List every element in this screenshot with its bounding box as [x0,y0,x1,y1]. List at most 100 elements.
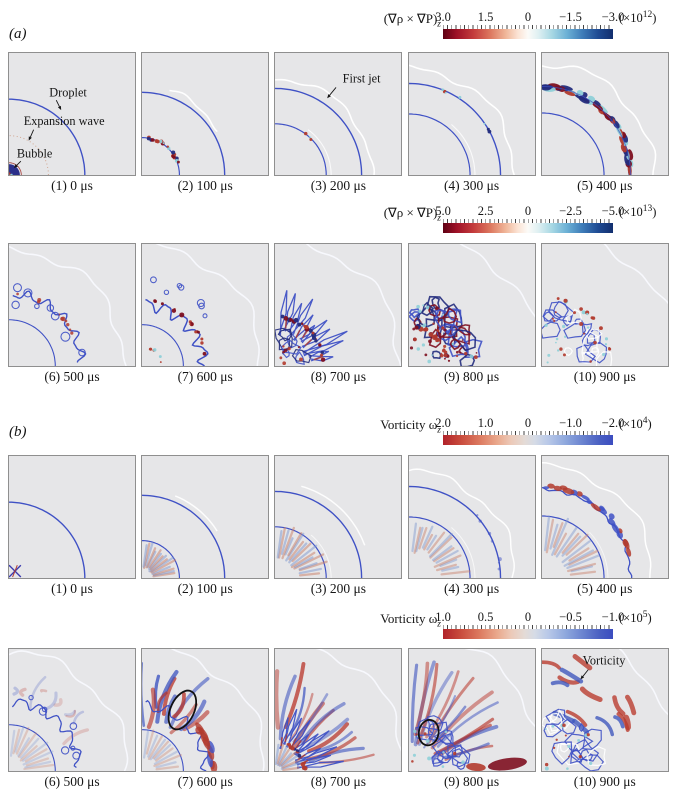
figure-panel: (7) 600 μs [141,243,270,386]
colorbar-scale: (×105) [619,610,652,626]
panel-canvas [407,52,536,176]
panel-caption: (9) 800 μs [443,369,500,384]
figure-panel: (4) 300 μs [407,52,536,195]
colorbar-label: (∇ρ × ∇P)z [384,11,441,30]
colorbar-tick: 0 [524,610,532,624]
figure-panel: (5) 400 μs [540,455,669,598]
colorbar-tick: −2.0 [601,416,625,430]
panel-caption: (9) 800 μs [443,774,500,789]
colorbar-tick: 2.5 [477,204,494,218]
figure-panel: Droplet Expansion wave Bubble (1) 0 μs [8,52,136,195]
scale-open: (×10 [619,11,643,26]
scale-close: ) [647,611,652,626]
scale-exponent: 4 [642,416,648,426]
colorbar-label: (∇ρ × ∇P)z [384,205,441,224]
colorbar-tick: 2.0 [435,416,451,430]
figure-panel: (9) 800 μs [407,243,536,386]
colorbar-tick: −0.5 [559,610,582,624]
panel-annotation: Droplet [49,85,87,99]
colorbar-tick: 0 [524,10,532,24]
colorbar-tickmarks [443,431,613,435]
panel-row-a1: Droplet Expansion wave Bubble (1) 0 μs (2)… [8,52,669,195]
panel-canvas [540,52,669,176]
colorbar-ticks: 1.0 0.5 0 −0.5 −1.0 [435,610,624,625]
colorbar-scale: (×1012) [619,10,656,26]
panel-annotation: Expansion wave [24,114,105,128]
colorbar-gradient [443,222,613,233]
panel-caption: (5) 400 μs [577,178,633,193]
scale-close: ) [652,205,657,220]
panel-canvas [141,648,270,772]
colorbar-tick: 0.5 [477,610,494,624]
panel-row-b2: (6) 500 μs (7) 600 μs (8) 700 μs (9) 800… [8,648,669,791]
panel-caption: (7) 600 μs [177,774,233,789]
panel-canvas [8,243,136,367]
panel-caption: (1) 0 μs [51,178,93,193]
panel-canvas [141,243,270,367]
section-label-a: (a) [9,26,27,42]
panel-caption: (5) 400 μs [577,581,633,596]
panel-canvas: Vorticity [540,648,669,772]
colorbar-scale: (×104) [619,416,652,432]
panel-caption: (8) 700 μs [310,774,366,789]
colorbar-gradient [443,28,613,39]
colorbar-tick: −2.5 [559,204,582,218]
panel-annotation: First jet [343,72,381,86]
panel-row-b1: (1) 0 μs (2) 100 μs (3) 200 μs (4) 300 μ… [8,455,669,598]
scale-close: ) [652,11,657,26]
figure-panel: (7) 600 μs [141,648,270,791]
panel-caption: (4) 300 μs [443,581,500,596]
panel-canvas [274,648,403,772]
colorbar: (∇ρ × ∇P)z 5.0 2.5 0 −2.5 −5.0 (×1013) [0,204,700,240]
colorbar-label-sub: z [437,425,441,436]
figure-panel: (5) 400 μs [540,52,669,195]
colorbar-tick: −1.0 [559,416,582,430]
panel-caption: (1) 0 μs [51,581,93,596]
colorbar-gradient [443,434,613,445]
panel-caption: (8) 700 μs [310,369,366,384]
panel-canvas [141,52,270,176]
figure-panel: (3) 200 μs [274,455,403,598]
figure-panel: (2) 100 μs [141,455,270,598]
panel-caption: (10) 900 μs [573,774,636,789]
colorbar-tick: 1.0 [435,610,451,624]
panel-caption: (4) 300 μs [443,178,500,193]
colorbar-label: Vorticity ωz [380,611,441,630]
figure-panel: (1) 0 μs [8,455,136,598]
scale-open: (×10 [619,205,643,220]
figure-panel: (9) 800 μs [407,648,536,791]
colorbar-tick: −1.0 [601,610,625,624]
colorbar: (∇ρ × ∇P)z 3.0 1.5 0 −1.5 −3.0 (×1012) [0,10,700,46]
panel-row-a2: (6) 500 μs (7) 600 μs (8) 700 μs (9) 800… [8,243,669,386]
figure-panel: (6) 500 μs [8,648,136,791]
figure-panel: (6) 500 μs [8,243,136,386]
panel-caption: (7) 600 μs [177,369,233,384]
panel-canvas [274,455,403,579]
panel-canvas [407,455,536,579]
colorbar-scale: (×1013) [619,204,656,220]
colorbar-tickmarks [443,25,613,29]
figure-panel: First jet (3) 200 μs [274,52,403,195]
panel-caption: (2) 100 μs [177,178,233,193]
colorbar-tick: 0 [524,204,532,218]
colorbar-tick: −5.0 [601,204,625,218]
section-label-b: (b) [9,424,27,440]
panel-canvas: Droplet Expansion wave Bubble [8,52,136,176]
colorbar-ticks: 5.0 2.5 0 −2.5 −5.0 [435,204,624,219]
figure-panel: (8) 700 μs [274,243,403,386]
colorbar-label-main: Vorticity ω [380,611,438,626]
panel-canvas [8,455,136,579]
panel-caption: (6) 500 μs [44,774,100,789]
colorbar-tick: 0 [524,416,532,430]
colorbar-label-sub: z [437,19,441,30]
scale-open: (×10 [619,417,643,432]
panel-canvas [407,648,536,772]
figure-panel: (2) 100 μs [141,52,270,195]
panel-caption: (3) 200 μs [310,178,366,193]
colorbar-label-sub: z [437,213,441,224]
colorbar-tick: 3.0 [435,10,451,24]
colorbar-tick: 5.0 [435,204,451,218]
panel-annotation: Vorticity [582,654,626,668]
panel-canvas [407,243,536,367]
panel-caption: (2) 100 μs [177,581,233,596]
